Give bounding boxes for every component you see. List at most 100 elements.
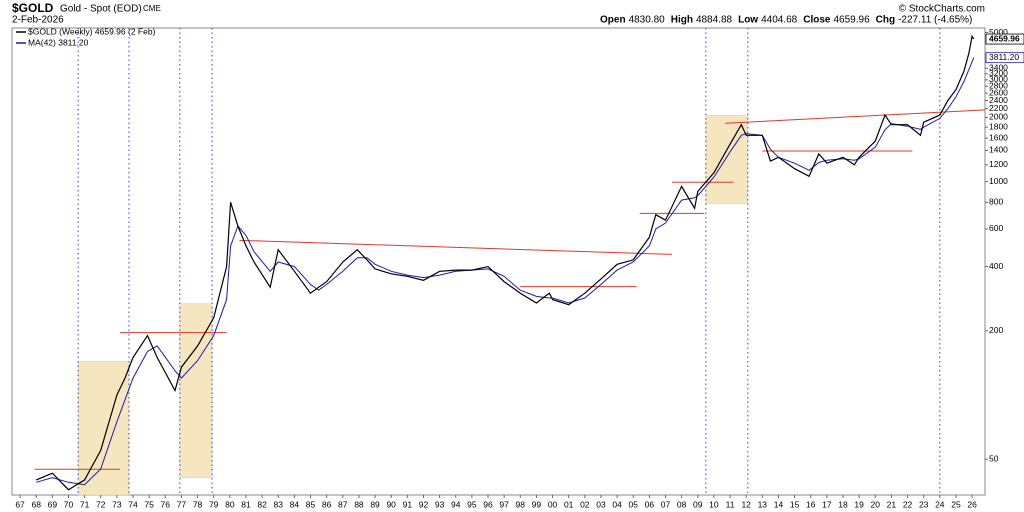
x-tick-label: 17 [822, 499, 832, 509]
x-tick-label: 08 [677, 499, 687, 509]
x-tick-label: 07 [661, 499, 671, 509]
x-tick-label: 24 [935, 499, 945, 509]
stat-name: Chg [876, 15, 895, 26]
y-tick-label: 3000 [989, 74, 1008, 84]
x-tick-label: 79 [209, 499, 219, 509]
x-tick-label: 00 [548, 499, 558, 509]
x-tick-label: 76 [161, 499, 171, 509]
x-tick-label: 97 [499, 499, 509, 509]
trend-line [725, 109, 986, 124]
x-tick-label: 82 [257, 499, 267, 509]
stat-value: 4830.80 [629, 15, 666, 26]
x-tick-label: 23 [919, 499, 929, 509]
stat-name: Open [600, 15, 626, 26]
chart-subtitle: Gold - Spot (EOD) [60, 4, 142, 15]
x-tick-label: 86 [322, 499, 332, 509]
x-tick-label: 91 [403, 499, 413, 509]
x-tick-label: 96 [483, 499, 493, 509]
x-tick-label: 74 [128, 499, 138, 509]
x-tick-label: 85 [306, 499, 316, 509]
x-tick-label: 88 [354, 499, 364, 509]
x-tick-label: 90 [386, 499, 396, 509]
chart-title: $GOLD [12, 1, 54, 15]
y-tick-label: 400 [989, 261, 1003, 271]
series-line [36, 57, 975, 486]
stat-name: Low [738, 15, 758, 26]
source: © StockCharts.com [899, 4, 985, 15]
x-tick-label: 92 [419, 499, 429, 509]
y-tick-label: 1800 [989, 121, 1008, 131]
y-tick-label: 200 [989, 325, 1003, 335]
shaded-region [705, 114, 749, 204]
x-tick-label: 19 [854, 499, 864, 509]
y-tick-label: 50 [989, 454, 999, 464]
legend-label: MA(42) 3811.20 [28, 37, 89, 47]
x-tick-label: 75 [144, 499, 154, 509]
y-tick-label: 2400 [989, 95, 1008, 105]
x-tick-label: 12 [741, 499, 751, 509]
x-tick-label: 68 [31, 499, 41, 509]
y-tick-label: 800 [989, 197, 1003, 207]
price-tag [985, 33, 1024, 45]
x-tick-label: 83 [274, 499, 284, 509]
y-tick-label: 1600 [989, 132, 1008, 142]
plot-frame [11, 27, 986, 496]
trend-line [239, 239, 672, 255]
x-tick-label: 77 [177, 499, 187, 509]
exchange: CME [143, 4, 161, 13]
y-tick-label: 1200 [989, 159, 1008, 169]
stat-value: 4884.88 [696, 15, 733, 26]
x-tick-label: 22 [903, 499, 913, 509]
x-tick-label: 67 [15, 499, 25, 509]
x-tick-label: 73 [112, 499, 122, 509]
stat-value: 4659.96 [833, 15, 870, 26]
y-tick-label: 1000 [989, 176, 1008, 186]
x-tick-label: 93 [435, 499, 445, 509]
x-tick-label: 03 [596, 499, 606, 509]
x-tick-label: 98 [516, 499, 526, 509]
x-tick-label: 69 [48, 499, 58, 509]
x-tick-label: 71 [80, 499, 90, 509]
legend-label: $GOLD (Weekly) 4659.96 (2 Feb) [28, 26, 156, 36]
y-tick-label: 2000 [989, 112, 1008, 122]
x-tick-label: 10 [709, 499, 719, 509]
x-tick-label: 72 [96, 499, 106, 509]
x-tick-label: 06 [645, 499, 655, 509]
stat-value: -227.11 (-4.65%) [898, 15, 972, 26]
y-tick-label: 2600 [989, 87, 1008, 97]
x-tick-label: 95 [467, 499, 477, 509]
y-tick-label: 1400 [989, 145, 1008, 155]
x-tick-label: 70 [64, 499, 74, 509]
y-tick-label: 5000 [989, 27, 1008, 37]
price-tag [985, 52, 1024, 64]
x-tick-label: 11 [726, 499, 735, 509]
x-tick-label: 81 [241, 499, 251, 509]
y-tick-label: 3200 [989, 68, 1008, 78]
shaded-region [77, 360, 130, 496]
stat-value: 4404.68 [761, 15, 798, 26]
x-tick-label: 16 [806, 499, 816, 509]
x-tick-label: 87 [338, 499, 348, 509]
price-tag-label: 4659.96 [989, 33, 1020, 43]
series-line [35, 34, 975, 491]
x-tick-label: 14 [774, 499, 784, 509]
y-tick-label: 2200 [989, 103, 1008, 113]
y-tick-label: 2800 [989, 81, 1008, 91]
x-tick-label: 05 [629, 499, 639, 509]
x-tick-label: 15 [790, 499, 800, 509]
x-tick-label: 25 [951, 499, 961, 509]
price-tag-label: 3811.20 [989, 52, 1019, 62]
stat-name: High [671, 15, 693, 26]
y-tick-label: 3400 [989, 63, 1008, 73]
x-tick-label: 80 [225, 499, 235, 509]
x-tick-label: 04 [612, 499, 622, 509]
x-tick-label: 18 [838, 499, 848, 509]
stat-name: Close [803, 15, 831, 26]
x-tick-label: 94 [451, 499, 461, 509]
x-tick-label: 01 [564, 499, 574, 509]
y-tick-label: 600 [989, 223, 1003, 233]
x-tick-label: 78 [193, 499, 203, 509]
x-tick-label: 13 [758, 499, 768, 509]
x-tick-label: 21 [887, 499, 897, 509]
